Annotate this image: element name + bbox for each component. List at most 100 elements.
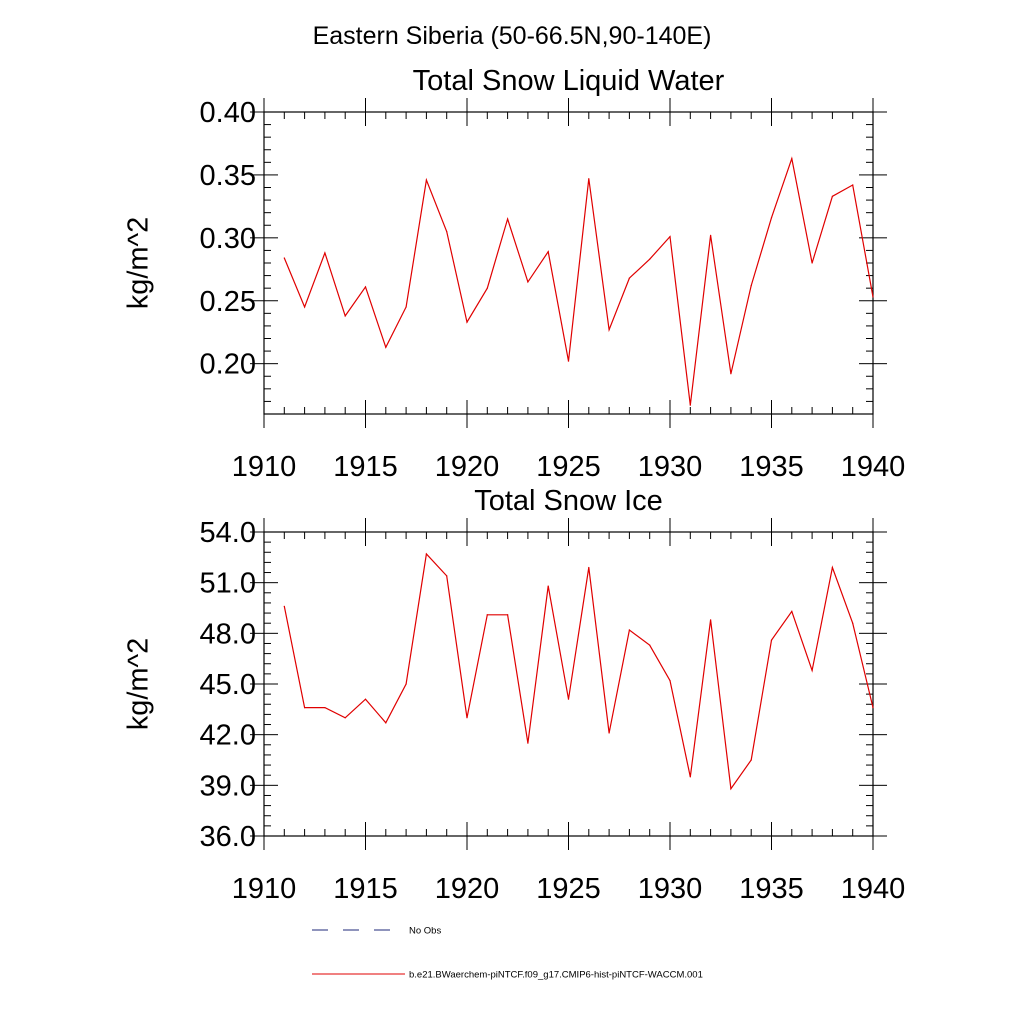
data-point — [872, 296, 874, 298]
chart-panel-1: Total Snow Liquid Water kg/m^2 1910 1915 192… — [123, 65, 906, 483]
y-tick-label: 0.20 — [200, 349, 256, 381]
data-point — [689, 776, 691, 778]
data-point — [344, 717, 346, 719]
data-point — [770, 217, 773, 219]
data-point — [628, 277, 631, 279]
data-point — [486, 614, 488, 616]
data-point — [852, 622, 854, 624]
data-point — [730, 373, 732, 375]
y-tick-label: 0.35 — [200, 160, 256, 192]
data-point — [364, 286, 367, 288]
data-point — [283, 605, 285, 607]
x-tick-label: 1930 — [638, 451, 703, 483]
y-tick-label: 42.0 — [200, 720, 256, 752]
data-point — [669, 680, 671, 682]
data-point — [628, 629, 631, 631]
data-point — [283, 257, 285, 259]
data-point — [385, 722, 387, 724]
data-point — [405, 683, 407, 685]
x-tick-label: 1930 — [638, 873, 703, 905]
data-point — [689, 404, 691, 406]
y-tick-label: 45.0 — [200, 669, 256, 701]
x-tick-label: 1920 — [435, 873, 500, 905]
data-point — [588, 178, 590, 180]
data-point — [304, 306, 306, 308]
data-point — [750, 759, 752, 761]
data-point — [425, 179, 427, 181]
data-point — [710, 619, 712, 621]
data-point — [811, 262, 813, 264]
data-point — [649, 644, 651, 646]
data-point — [405, 306, 407, 308]
data-point — [324, 707, 326, 709]
y-tick-label: 48.0 — [200, 618, 256, 650]
data-point — [466, 321, 468, 323]
x-tick-label: 1910 — [232, 873, 297, 905]
data-point — [446, 230, 448, 233]
data-point — [547, 251, 549, 253]
data-point — [831, 195, 834, 197]
data-point — [425, 553, 427, 555]
legend-label-2: b.e21.BWaerchem-piNTCF.f09_g17.CMIP6-his… — [409, 970, 703, 981]
x-tick-label: 1920 — [435, 451, 500, 483]
x-tick-label: 1935 — [739, 873, 804, 905]
chart-title: Total Snow Liquid Water — [413, 65, 725, 97]
data-point — [567, 698, 570, 700]
data-point — [730, 788, 732, 790]
x-tick-label: 1940 — [841, 451, 906, 483]
data-point — [547, 585, 549, 587]
x-tick-label: 1940 — [841, 873, 906, 905]
y-tick-label: 0.25 — [200, 286, 256, 318]
x-tick-label: 1925 — [536, 873, 601, 905]
data-point — [669, 235, 671, 238]
y-tick-label: 0.40 — [200, 97, 256, 129]
y-axis-label: kg/m^2 — [123, 638, 155, 731]
data-point — [446, 575, 448, 577]
data-point — [791, 157, 793, 160]
legend-label-1: No Obs — [409, 926, 441, 937]
series-line-1 — [283, 156, 874, 406]
legend: No Obs b.e21.BWaerchem-piNTCF.f09_g17.CMI… — [312, 926, 703, 981]
data-point — [608, 329, 610, 331]
y-tick-label: 36.0 — [200, 821, 256, 853]
chart-panel-2: Total Snow Ice kg/m^2 1910 1915 1920 1925 1930… — [123, 485, 906, 905]
plot-frame — [263, 531, 874, 837]
data-point — [811, 669, 813, 672]
data-point — [831, 566, 834, 569]
data-point — [649, 258, 651, 260]
x-tick-label: 1935 — [739, 451, 804, 483]
figure-title: Eastern Siberia (50-66.5N,90-140E) — [313, 22, 712, 50]
x-tick-label: 1910 — [232, 451, 297, 483]
data-point — [486, 287, 488, 289]
data-point — [527, 742, 529, 744]
x-tick-label: 1915 — [333, 873, 398, 905]
data-point — [344, 315, 346, 317]
panels: Total Snow Liquid Water kg/m^2 1910 1915 192… — [123, 65, 906, 905]
data-point — [852, 184, 854, 186]
x-tick-label: 1915 — [333, 451, 398, 483]
data-point — [364, 698, 367, 700]
plot-frame — [263, 111, 874, 415]
data-point — [324, 252, 326, 254]
data-point — [507, 614, 509, 616]
y-tick-label: 54.0 — [200, 517, 256, 549]
data-point — [567, 360, 570, 362]
data-point — [588, 566, 590, 569]
chart-title: Total Snow Ice — [474, 485, 663, 517]
data-point — [608, 732, 610, 734]
data-point — [466, 717, 468, 719]
y-tick-label: 39.0 — [200, 770, 256, 802]
data-point — [791, 610, 793, 612]
data-point — [507, 218, 509, 220]
data-point — [750, 285, 752, 287]
y-axis-label: kg/m^2 — [123, 217, 155, 310]
series-line-1 — [283, 552, 874, 791]
data-point — [770, 639, 773, 641]
y-tick-label: 51.0 — [200, 568, 256, 600]
data-point — [304, 707, 306, 709]
data-point — [710, 234, 712, 236]
y-tick-label: 0.30 — [200, 223, 256, 255]
data-point — [872, 707, 874, 709]
data-point — [385, 346, 387, 348]
